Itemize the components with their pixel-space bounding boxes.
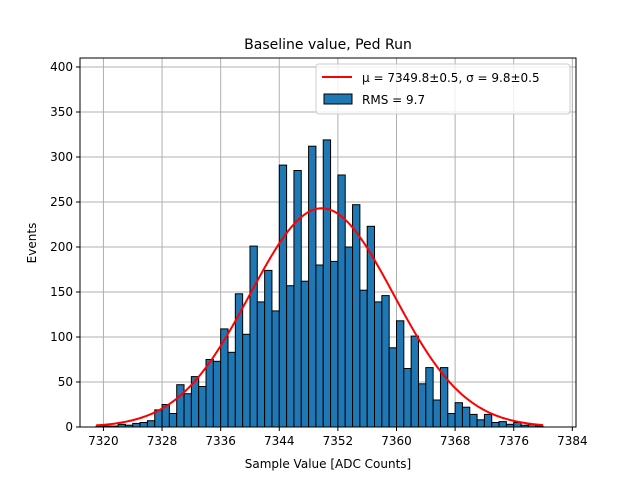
y-tick-label: 150: [50, 285, 73, 299]
histogram-bar: [256, 301, 266, 428]
x-tick-label: 7368: [440, 434, 471, 448]
histogram-bar: [198, 386, 207, 428]
histogram-bar: [491, 422, 500, 428]
histogram-bar: [476, 419, 485, 428]
histogram-bar: [381, 295, 390, 428]
histogram-bar: [403, 368, 412, 428]
histogram-bar: [286, 285, 295, 428]
histogram-bar: [264, 269, 273, 428]
y-tick-label: 350: [50, 105, 73, 119]
histogram-bar: [322, 139, 332, 428]
histogram-bar: [352, 204, 361, 428]
x-axis-label: Sample Value [ADC Counts]: [245, 457, 411, 471]
histogram-bar: [146, 420, 156, 428]
legend-fit-label: μ = 7349.8±0.5, σ = 9.8±0.5: [362, 71, 540, 85]
y-tick-label: 100: [50, 330, 73, 344]
histogram-bar: [212, 360, 222, 428]
histogram-bar: [168, 413, 178, 428]
legend-box: [315, 63, 571, 115]
histogram-bar: [432, 399, 441, 428]
histogram-bars: [95, 139, 544, 428]
histogram-bar: [374, 301, 383, 428]
histogram-bar: [417, 383, 427, 428]
histogram-bar: [205, 359, 214, 428]
y-tick-label: 250: [50, 195, 73, 209]
histogram-bar: [249, 245, 258, 428]
x-axis-ticks: 7320 7328 7336 7344 7352 7360 7368 7376 7384: [88, 427, 588, 448]
x-tick-label: 7376: [498, 434, 529, 448]
legend-hist-label: RMS = 9.7: [362, 93, 425, 107]
histogram-bar: [498, 421, 507, 428]
histogram-bar: [242, 333, 251, 428]
chart-title: Baseline value, Ped Run: [244, 37, 412, 53]
x-tick-label: 7360: [381, 434, 412, 448]
histogram-bar: [396, 320, 405, 428]
histogram-bar: [425, 367, 434, 428]
histogram-bar: [513, 422, 522, 428]
y-tick-label: 0: [65, 420, 73, 434]
y-axis-label: Events: [25, 223, 39, 264]
x-tick-label: 7344: [264, 434, 295, 448]
legend-hist-swatch: [323, 93, 353, 105]
histogram-bar: [227, 351, 236, 428]
gaussian-fit-curve: [96, 207, 544, 427]
histogram-bar: [139, 422, 148, 428]
histogram-bar: [410, 335, 419, 428]
histogram-bar: [483, 413, 493, 428]
histogram-bar: [278, 164, 288, 428]
x-tick-label: 7352: [323, 434, 354, 448]
y-tick-label: 300: [50, 150, 73, 164]
histogram-bar: [132, 422, 141, 428]
histogram-bar: [293, 170, 302, 428]
histogram-bar: [330, 260, 339, 428]
histogram-bar: [271, 310, 280, 428]
histogram-bar: [447, 413, 456, 428]
legend: μ = 7349.8±0.5, σ = 9.8±0.5 RMS = 9.7: [315, 63, 571, 115]
x-tick-label: 7384: [557, 434, 588, 448]
histogram-bar: [388, 347, 398, 428]
histogram-bar: [359, 289, 368, 428]
y-tick-label: 400: [50, 60, 73, 74]
plot-frame: [79, 57, 577, 428]
x-tick-label: 7328: [147, 434, 178, 448]
x-tick-label: 7336: [205, 434, 236, 448]
histogram-bar: [337, 174, 346, 428]
histogram-bar: [344, 246, 354, 428]
histogram-bar: [454, 402, 463, 428]
y-tick-label: 200: [50, 240, 73, 254]
histogram-bar: [300, 280, 310, 428]
histogram-bar: [469, 413, 478, 428]
x-tick-label: 7320: [88, 434, 119, 448]
histogram-bar: [176, 384, 185, 428]
histogram-bar: [315, 264, 324, 428]
histogram-bar: [461, 406, 471, 428]
histogram-bar: [183, 393, 192, 428]
histogram-bar: [308, 145, 317, 428]
y-axis-ticks: 0 50 100 150 200 250 300 350 400: [50, 60, 80, 434]
y-tick-label: 50: [58, 375, 73, 389]
